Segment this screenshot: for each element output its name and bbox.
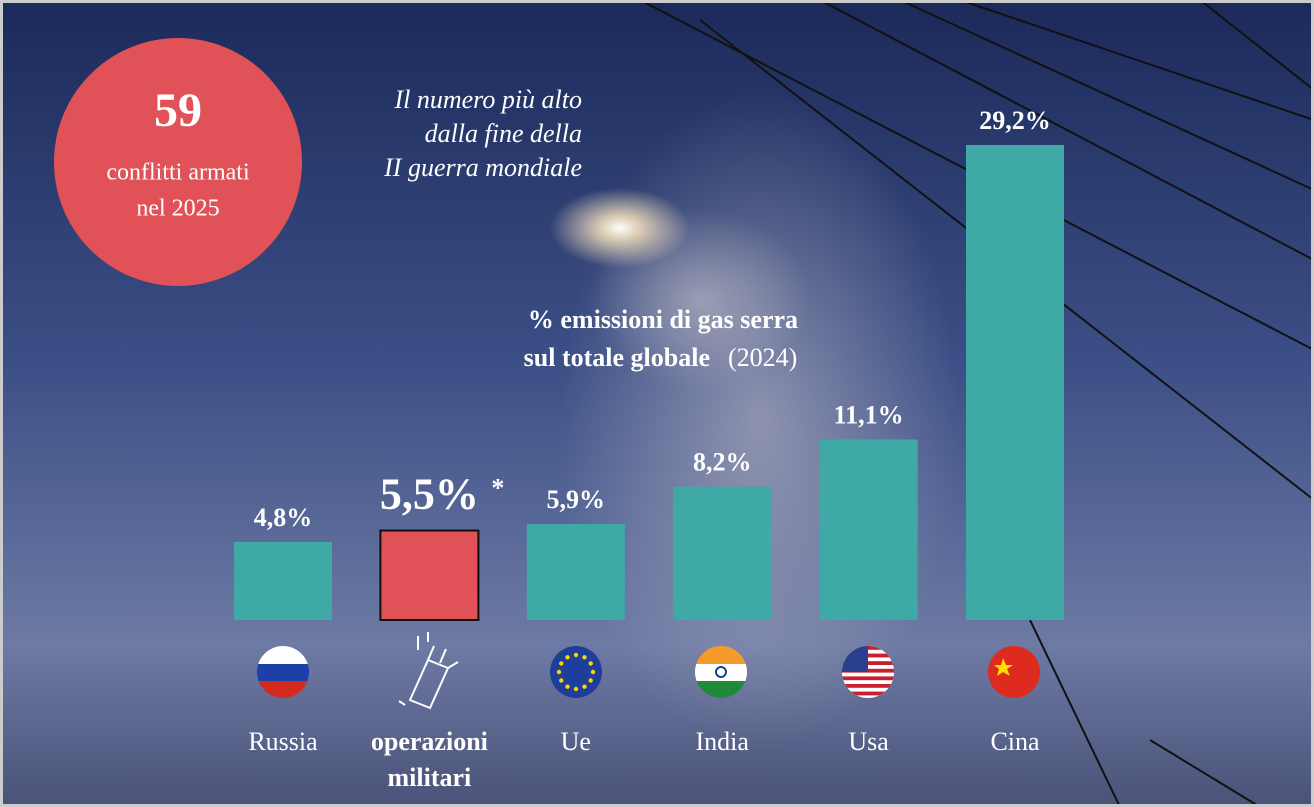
bar [379, 529, 480, 621]
wires [639, 0, 1314, 807]
star [588, 661, 593, 666]
bar [673, 486, 772, 620]
badge-number: 59 [154, 84, 202, 137]
badge-text: nel 2025 [136, 196, 219, 222]
value-label: 8,2% [693, 448, 752, 477]
value-label: 4,8% [254, 503, 313, 532]
category-label: Ue [561, 727, 591, 756]
badge-text: conflitti armati [106, 160, 250, 186]
category-label: Cina [990, 727, 1040, 756]
star [565, 684, 570, 689]
chart-title: % emissioni di gas serra [528, 305, 798, 334]
flag-india [695, 646, 747, 698]
category-label: Usa [848, 727, 889, 756]
bar [526, 524, 625, 620]
value-label: 5,9% [547, 485, 606, 514]
annotation: dalla fine della [425, 119, 582, 148]
annotation: II guerra mondiale [383, 153, 582, 182]
star [588, 678, 593, 683]
star [559, 661, 564, 666]
category-label: Russia [248, 727, 318, 756]
subtitle: (2024) [728, 343, 797, 372]
star [573, 686, 579, 692]
annotation: Il numero più alto [393, 85, 582, 114]
stripe [842, 676, 894, 681]
category-label: operazioni militari [371, 727, 488, 792]
bar [234, 541, 332, 620]
value-label: 29,2% [979, 106, 1051, 135]
value-label: 5,5% [380, 470, 479, 519]
value-label: 11,1% [834, 400, 904, 429]
badge [54, 38, 302, 286]
bar [966, 145, 1064, 620]
star [565, 655, 570, 660]
star [590, 669, 596, 675]
flag-cina [988, 646, 1040, 698]
bar [819, 439, 918, 620]
missile-glow [550, 188, 690, 268]
star [559, 678, 564, 683]
star [582, 684, 587, 689]
stripe [842, 691, 894, 696]
bomb-icon [398, 632, 459, 710]
footnote-mark: * [491, 473, 504, 502]
star [556, 669, 562, 675]
chart-title: sul totale globale [524, 343, 710, 372]
star [582, 655, 587, 660]
stripe [842, 684, 894, 688]
category-label: India [695, 727, 749, 756]
flag-usa [842, 646, 894, 698]
flag-russia [257, 646, 309, 698]
flag-ue [550, 646, 602, 698]
star [573, 652, 579, 658]
